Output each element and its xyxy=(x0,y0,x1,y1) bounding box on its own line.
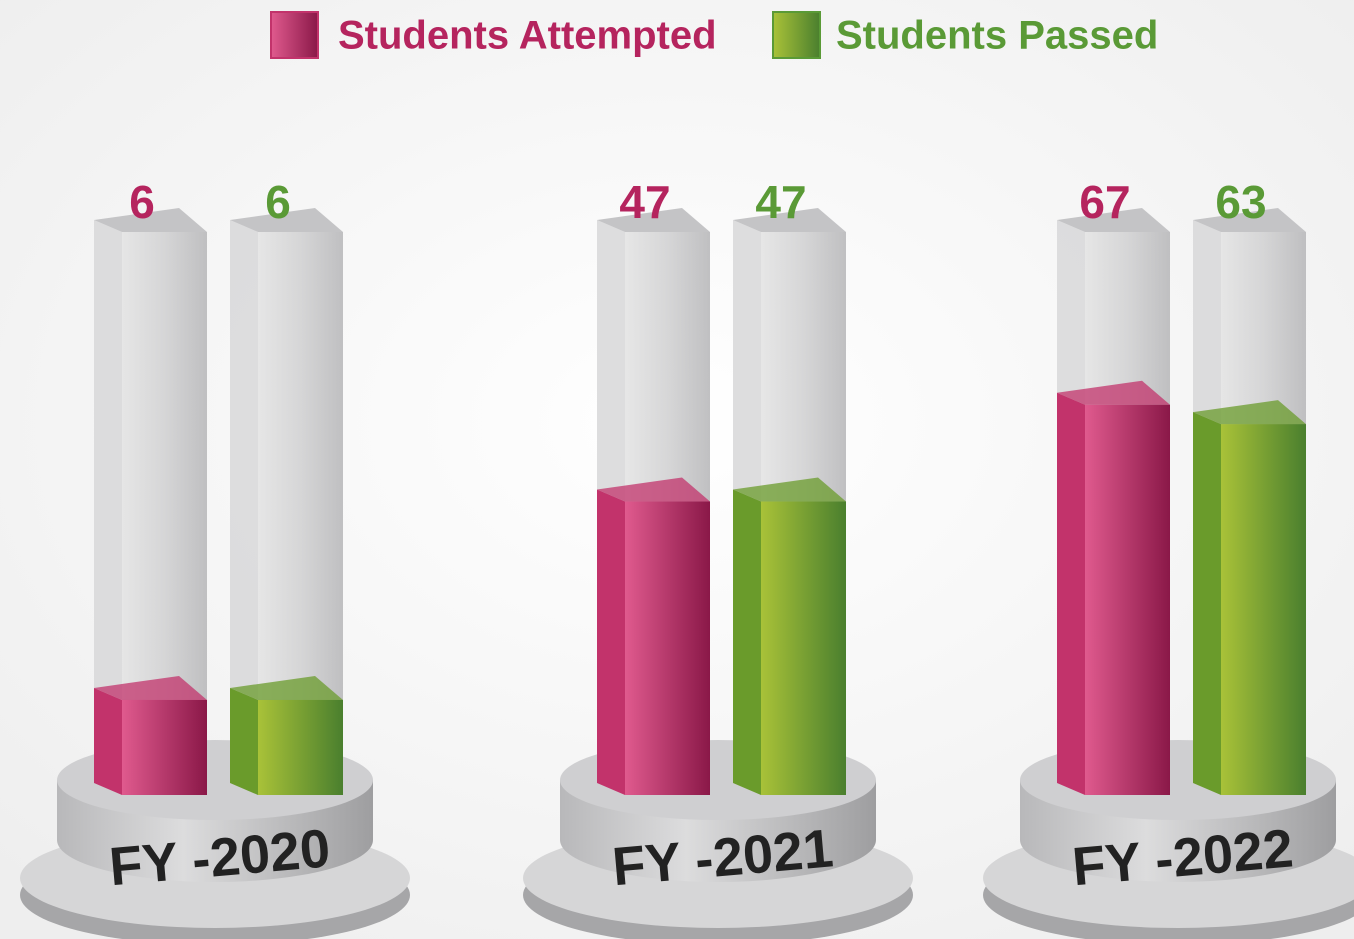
tube-top xyxy=(597,208,710,232)
bar-front xyxy=(122,699,207,795)
value-label: 63 xyxy=(1215,176,1266,228)
bar-front xyxy=(1221,424,1306,795)
tube-top xyxy=(94,208,207,232)
bar xyxy=(1057,380,1170,795)
value-label: 47 xyxy=(619,176,670,228)
bar xyxy=(733,477,846,795)
tube-side xyxy=(94,220,122,795)
bar-front xyxy=(1085,404,1170,795)
value-label: 6 xyxy=(129,176,155,228)
bar xyxy=(230,675,343,795)
value-label: 47 xyxy=(755,176,806,228)
tube-top xyxy=(1057,208,1170,232)
bar-top xyxy=(230,675,343,700)
tube-top xyxy=(1193,208,1306,232)
bar-top xyxy=(1057,380,1170,405)
bar-side xyxy=(1057,392,1085,795)
bar-top xyxy=(94,675,207,700)
legend: Students Attempted Students Passed xyxy=(270,11,1158,59)
bar-front xyxy=(625,501,710,795)
bar-side xyxy=(94,687,122,795)
bar-top xyxy=(597,477,710,502)
value-label: 6 xyxy=(265,176,291,228)
legend-label: Students Passed xyxy=(836,14,1158,58)
tube-top xyxy=(230,208,343,232)
bar-front xyxy=(258,699,343,795)
legend-swatch xyxy=(772,11,821,59)
tube-side xyxy=(230,220,258,795)
bar xyxy=(597,477,710,795)
legend-swatch xyxy=(270,11,319,59)
bar-side xyxy=(230,687,258,795)
bar-side xyxy=(1193,412,1221,795)
bar-top xyxy=(1193,400,1306,425)
bar xyxy=(94,675,207,795)
bar-side xyxy=(733,489,761,795)
bar-side xyxy=(597,489,625,795)
tube-top xyxy=(733,208,846,232)
value-label: 67 xyxy=(1079,176,1130,228)
bar-top xyxy=(733,477,846,502)
legend-label: Students Attempted xyxy=(338,14,717,58)
bar-front xyxy=(761,501,846,795)
bar xyxy=(1193,400,1306,795)
